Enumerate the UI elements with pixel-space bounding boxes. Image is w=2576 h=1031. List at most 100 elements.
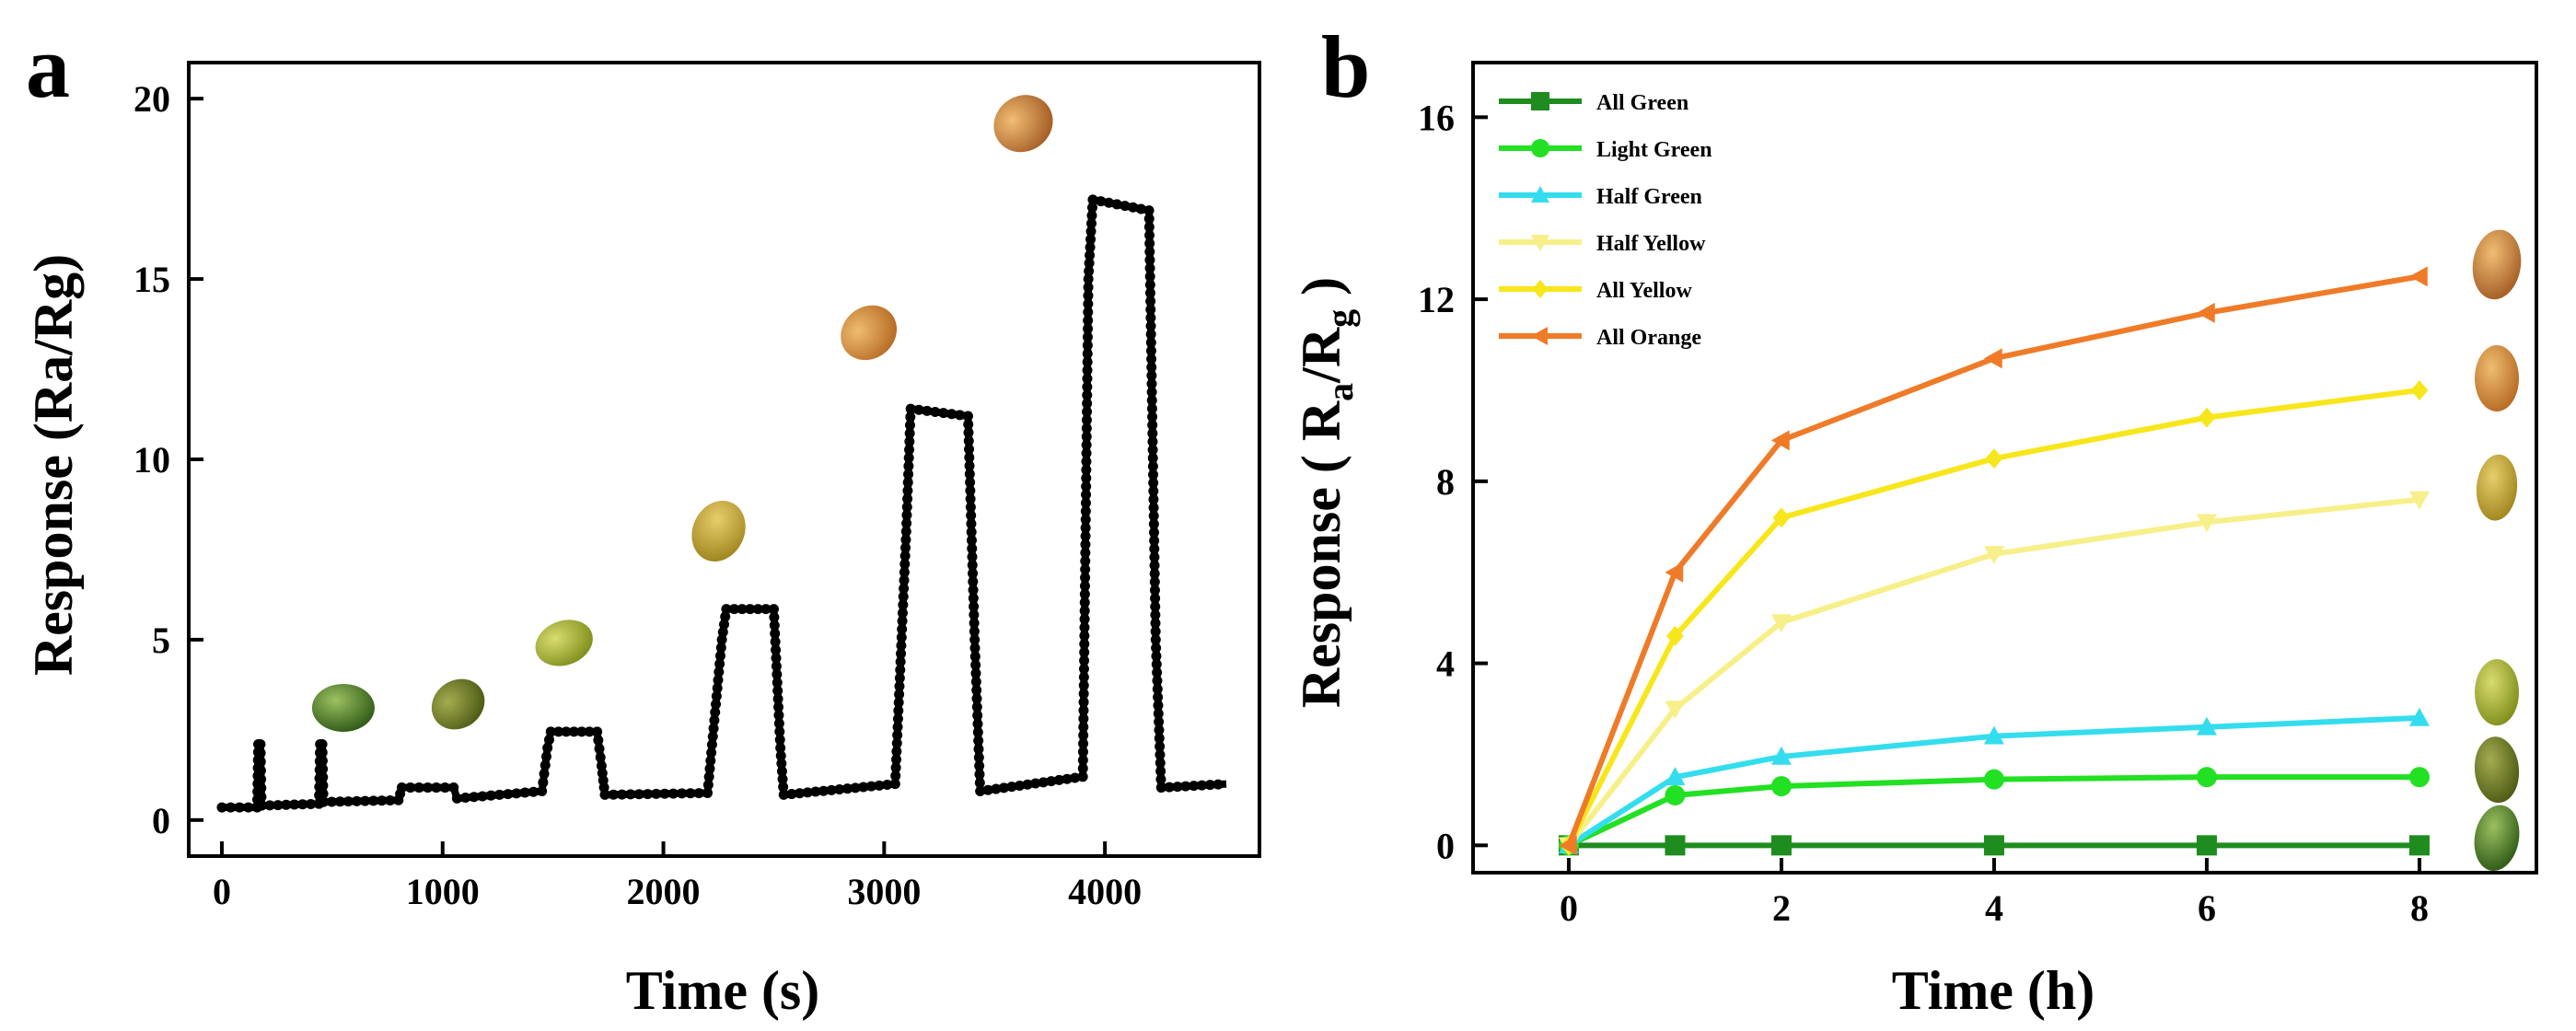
- panel-a-data-point: [895, 656, 906, 667]
- panel-a-data-point: [326, 796, 337, 807]
- panel-a-data-point: [709, 715, 720, 726]
- panel-a-data-point: [714, 666, 725, 678]
- panel-a-data-point: [667, 788, 679, 799]
- panel-a-data-point: [964, 469, 975, 480]
- panel-a-data-point: [841, 783, 853, 794]
- panel-a-data-point: [1145, 304, 1156, 315]
- panel-a-data-point: [1144, 271, 1155, 282]
- data-point-half-green: [1983, 725, 2004, 745]
- panel-a-data-point: [1155, 741, 1166, 752]
- panel-a-data-point: [1146, 370, 1157, 381]
- panel-a-data-point: [431, 782, 442, 794]
- panel-a-x-tick-label: 4000: [1068, 871, 1142, 912]
- panel-a-data-point: [1164, 782, 1175, 793]
- panel-a-data-point: [719, 619, 729, 630]
- panel-a-data-point: [975, 785, 986, 796]
- panel-a-data-point: [1148, 469, 1159, 481]
- panel-a-data-point: [1082, 340, 1093, 351]
- all-orange-potato-image: [993, 95, 1053, 153]
- panel-a-data-point: [904, 428, 915, 439]
- panel-a-data-point: [1150, 618, 1161, 629]
- data-point-all-orange: [1665, 562, 1684, 583]
- panel-a-data-point: [1082, 398, 1093, 409]
- panel-a-data-point: [1146, 362, 1157, 373]
- legend-marker-all-yellow: [1532, 280, 1549, 298]
- panel-a-data-point: [1103, 197, 1114, 208]
- panel-a-data-point: [256, 800, 267, 811]
- panel-b-y-title-sub-g: g: [1319, 309, 1361, 328]
- data-point-all-green: [2196, 835, 2217, 856]
- panel-a-data-point: [882, 779, 893, 790]
- panel-b-plot-frame: [1471, 61, 2538, 875]
- panel-a-data-point: [973, 744, 984, 755]
- all-orange-potato-image: [2472, 229, 2522, 300]
- panel-a-data-point: [972, 726, 983, 737]
- panel-a-data-point: [972, 718, 983, 729]
- data-point-half-yellow: [1770, 614, 1792, 633]
- panel-b-y-title-sub-a: a: [1319, 383, 1361, 401]
- panel-a-data-point: [969, 634, 981, 645]
- panel-a-data-point: [318, 763, 329, 774]
- panel-a-data-point: [625, 789, 636, 800]
- panel-a-plot-frame: [187, 61, 1261, 858]
- panel-a-data-point: [899, 559, 911, 570]
- panel-a-data-point: [642, 789, 653, 800]
- light-green-potato-image: [2474, 736, 2520, 804]
- panel-a-data-point: [778, 782, 789, 793]
- panel-a-data-point: [360, 795, 371, 806]
- panel-b-x-tick-label: 2: [1772, 887, 1791, 929]
- panel-a-data-point: [902, 485, 913, 496]
- panel-a-data-point: [1147, 420, 1158, 431]
- panel-a-data-point: [1143, 214, 1155, 225]
- panel-a-data-point: [810, 786, 821, 797]
- panel-a-data-point: [970, 659, 981, 670]
- panel-a-data-point: [1081, 423, 1092, 434]
- panel-a-data-point: [769, 611, 780, 622]
- panel-a-axes: 0 1000 2000 3000 4000 0 5 10 15 20: [133, 61, 1261, 912]
- panel-a-data-point: [1083, 273, 1094, 284]
- panel-a-data-point: [633, 789, 644, 800]
- panel-a-data-point: [901, 502, 912, 513]
- panel-b-x-tick-label: 6: [2198, 887, 2216, 929]
- panel-a-data-point: [1082, 356, 1093, 367]
- panel-a-data-point: [967, 560, 978, 571]
- panel-a-data-point: [963, 435, 974, 446]
- panel-a-data-point: [1145, 329, 1156, 340]
- panel-a-data-point: [706, 747, 717, 759]
- data-point-all-orange: [2408, 266, 2428, 287]
- data-point-all-yellow: [1666, 625, 1684, 646]
- panel-a-data-point: [930, 407, 941, 418]
- panel-a-data-point: [703, 771, 714, 782]
- panel-a-data-point: [903, 452, 914, 463]
- data-point-all-yellow: [1985, 448, 2003, 469]
- panel-a-data-point: [1144, 246, 1155, 257]
- panel-a-data-point: [1149, 560, 1160, 571]
- panel-a-y-tick-label: 0: [152, 800, 170, 841]
- series-line-light-green: [1567, 774, 2419, 849]
- panel-b-y-title-part2: /R: [1291, 327, 1352, 384]
- panel-a-data-point: [776, 766, 787, 777]
- panel-a-x-tick-label: 1000: [406, 871, 480, 912]
- panel-b-y-axis-title: Response ( Ra/Rg ): [1291, 277, 1361, 708]
- panel-a-data-point: [770, 628, 781, 639]
- panel-a-data-point: [1085, 226, 1097, 237]
- panel-a-data-point: [1152, 667, 1163, 678]
- panel-a-data-point: [608, 789, 619, 800]
- panel-a-data-point: [1086, 203, 1097, 214]
- panel-a-data-point: [728, 604, 739, 615]
- panel-a-data-point: [1146, 387, 1157, 398]
- panel-a-data-point: [1151, 659, 1162, 670]
- panel-a-data-point: [771, 653, 782, 664]
- panel-a-data-point: [1078, 722, 1089, 733]
- panel-a-data-point: [716, 634, 727, 645]
- panel-b-y-title-part3: ): [1291, 277, 1352, 309]
- panel-a-data-point: [721, 604, 732, 615]
- panel-a-data-point: [1143, 222, 1155, 233]
- panel-b-y-title-part1: Response ( R: [1291, 400, 1352, 708]
- panel-a-data-point: [1149, 576, 1160, 587]
- legend-label-all-orange: All Orange: [1596, 326, 1701, 350]
- data-point-half-green: [1770, 746, 1792, 765]
- panel-a-data-point: [786, 789, 797, 800]
- panel-a-data-point: [1086, 218, 1097, 229]
- panel-a-data-point: [892, 730, 903, 741]
